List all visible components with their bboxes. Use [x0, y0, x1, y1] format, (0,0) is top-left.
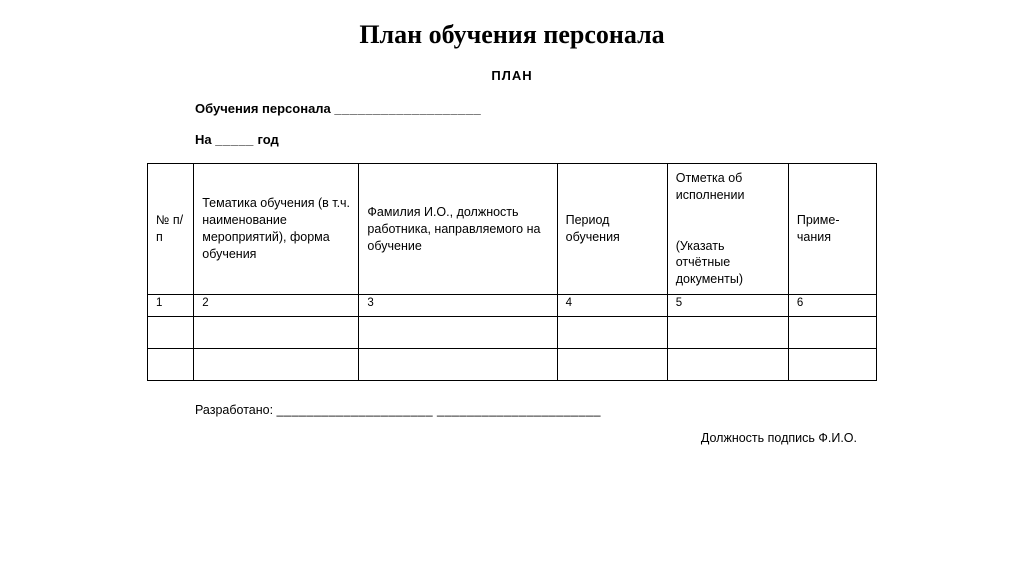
num-cell-4: 4	[557, 295, 667, 317]
th-number: № п/п	[148, 164, 194, 295]
year-line: На _____ год	[147, 132, 877, 147]
training-of-personnel-line: Обучения персонала ___________________	[147, 101, 877, 116]
num-cell-6: 6	[788, 295, 876, 317]
form-line1-label: Обучения персонала	[195, 101, 331, 116]
developed-blank: _____________________ __________________…	[277, 403, 601, 417]
form-line1-blank: ___________________	[334, 101, 481, 116]
th-topic: Тематика обучения (в т.ч. наименование м…	[194, 164, 359, 295]
empty-cell	[194, 349, 359, 381]
th-period: Период обучения	[557, 164, 667, 295]
empty-cell	[194, 317, 359, 349]
table-header-row: № п/п Тематика обучения (в т.ч. наименов…	[148, 164, 877, 295]
empty-cell	[148, 349, 194, 381]
plan-table: № п/п Тематика обучения (в т.ч. наименов…	[147, 163, 877, 381]
empty-cell	[359, 349, 557, 381]
form-line2-blank: _____	[215, 132, 254, 147]
num-cell-1: 1	[148, 295, 194, 317]
empty-cell	[788, 349, 876, 381]
empty-cell	[557, 317, 667, 349]
empty-cell	[667, 349, 788, 381]
th-employee: Фамилия И.О., должность работника, напра…	[359, 164, 557, 295]
empty-cell	[788, 317, 876, 349]
num-cell-2: 2	[194, 295, 359, 317]
plan-heading: ПЛАН	[147, 68, 877, 83]
num-cell-5: 5	[667, 295, 788, 317]
form-line2-suffix: год	[258, 132, 279, 147]
document-body: ПЛАН Обучения персонала ________________…	[147, 68, 877, 445]
table-body: 1 2 3 4 5 6	[148, 295, 877, 381]
table-row	[148, 349, 877, 381]
table-row	[148, 317, 877, 349]
developed-label: Разработано:	[195, 403, 273, 417]
form-line2-prefix: На	[195, 132, 212, 147]
page-title: План обучения персонала	[0, 20, 1024, 50]
empty-cell	[148, 317, 194, 349]
num-cell-3: 3	[359, 295, 557, 317]
empty-cell	[667, 317, 788, 349]
empty-cell	[557, 349, 667, 381]
developed-by-line: Разработано: _____________________ _____…	[147, 403, 877, 417]
empty-cell	[359, 317, 557, 349]
th-notes: Приме-чания	[788, 164, 876, 295]
signature-caption: Должность подпись Ф.И.О.	[147, 431, 877, 445]
table-number-row: 1 2 3 4 5 6	[148, 295, 877, 317]
th-completion: Отметка об исполнении(Указать отчётные д…	[667, 164, 788, 295]
